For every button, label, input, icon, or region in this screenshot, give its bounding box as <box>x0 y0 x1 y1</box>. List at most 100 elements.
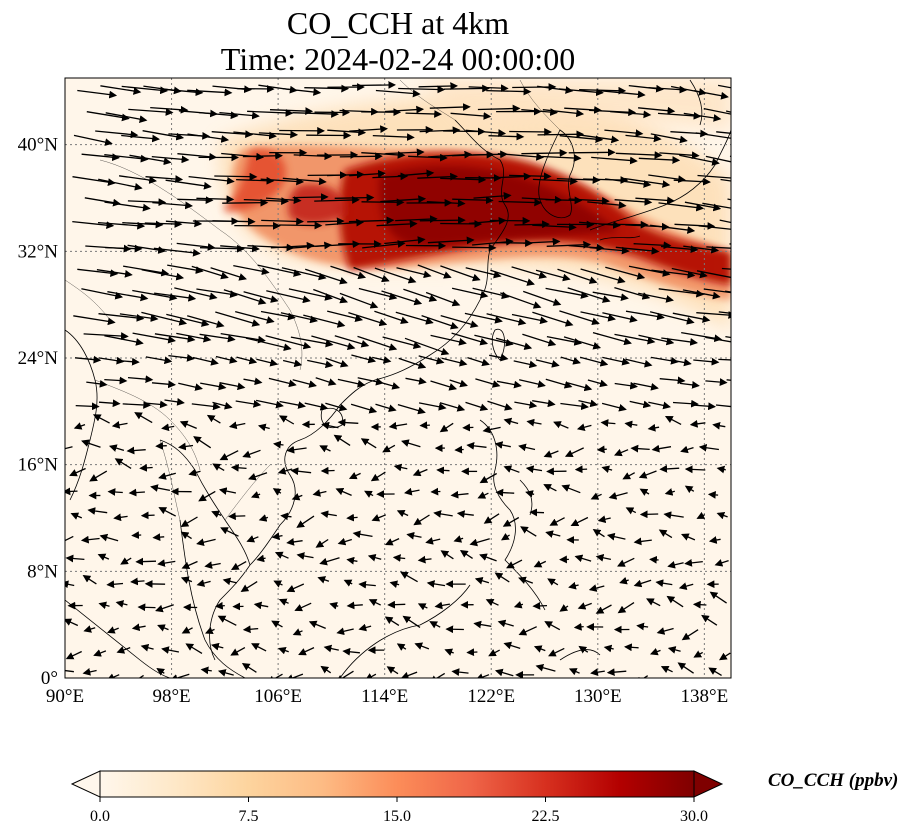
wind-arrow <box>228 512 246 521</box>
wind-arrow <box>181 560 198 569</box>
wind-arrow <box>336 627 354 636</box>
wind-arrow <box>367 553 382 562</box>
wind-arrow <box>717 84 731 89</box>
wind-arrow <box>384 105 425 114</box>
wind-arrow <box>464 312 503 324</box>
wind-arrow <box>150 105 189 114</box>
wind-arrow <box>217 669 234 677</box>
wind-arrow <box>636 622 649 631</box>
wind-arrow <box>679 154 720 166</box>
wind-arrow <box>649 311 695 325</box>
wind-arrow <box>546 335 583 346</box>
wind-arrow <box>419 421 430 430</box>
wind-arrow <box>396 510 409 518</box>
wind-arrow <box>140 511 155 520</box>
wind-arrow <box>311 335 356 351</box>
wind-arrow <box>243 377 263 386</box>
wind-arrow <box>674 222 716 230</box>
wind-arrow <box>695 132 731 139</box>
longitude-tick-label: 98°E <box>152 686 190 707</box>
wind-arrow <box>672 312 711 323</box>
wind-arrow <box>144 220 183 228</box>
wind-arrow <box>513 601 524 609</box>
wind-arrow <box>346 601 363 610</box>
wind-arrow <box>65 554 85 563</box>
wind-arrow <box>106 626 119 634</box>
wind-arrow <box>650 356 679 365</box>
wind-arrow <box>134 412 153 424</box>
wind-arrow <box>74 355 102 364</box>
wind-arrow <box>696 311 731 319</box>
wind-arrow <box>240 581 258 592</box>
wind-arrow <box>65 535 74 542</box>
wind-arrow <box>236 356 258 365</box>
wind-arrow <box>230 647 246 656</box>
wind-arrow <box>211 130 254 139</box>
wind-arrow <box>196 579 211 587</box>
wind-arrow <box>583 176 629 184</box>
colorbar-ticks: 0.0 7.5 15.0 22.5 30.0 <box>90 797 708 825</box>
wind-arrow <box>220 527 239 537</box>
wind-arrow <box>266 290 311 304</box>
wind-arrow <box>285 673 304 678</box>
wind-arrow <box>72 220 115 230</box>
wind-arrow <box>164 397 185 406</box>
wind-arrow <box>708 536 721 544</box>
wind-arrow <box>235 310 275 324</box>
wind-arrow <box>614 333 656 345</box>
wind-arrow <box>681 629 699 641</box>
wind-arrow <box>542 109 585 118</box>
wind-arrow <box>660 245 699 254</box>
wind-arrow <box>294 602 312 612</box>
wind-arrow <box>304 268 348 285</box>
wind-arrow <box>494 668 514 677</box>
wind-arrow <box>486 313 527 326</box>
wind-arrow <box>479 553 497 562</box>
wind-arrow <box>393 463 408 472</box>
wind-arrow <box>430 380 458 391</box>
wind-arrow <box>192 356 219 366</box>
wind-arrow <box>241 662 257 673</box>
wind-arrow <box>638 334 675 346</box>
wind-arrow <box>509 128 552 136</box>
wind-arrow <box>718 358 731 361</box>
wind-arrow <box>488 649 501 657</box>
wind-arrow <box>590 492 602 500</box>
wind-arrow <box>543 484 557 492</box>
wind-arrow <box>698 225 731 230</box>
wind-arrow <box>466 648 478 657</box>
wind-arrow <box>181 626 193 634</box>
wind-arrow <box>113 513 128 522</box>
wind-arrow <box>603 644 614 653</box>
wind-arrow <box>614 381 638 390</box>
wind-arrow <box>625 310 665 321</box>
wind-arrow <box>145 175 184 183</box>
wind-arrow <box>222 577 238 586</box>
wind-arrow <box>436 466 450 475</box>
wind-arrow <box>639 488 650 496</box>
wind-arrow <box>255 399 284 409</box>
colorbar-tick-label: 22.5 <box>532 808 560 825</box>
wind-arrow <box>176 332 212 343</box>
wind-arrow <box>693 90 729 100</box>
wind-arrow <box>119 313 159 322</box>
wind-arrow <box>417 603 428 611</box>
colorbar-label: CO_CCH (ppbv) <box>768 770 899 791</box>
wind-arrow <box>179 420 197 430</box>
wind-arrow <box>200 382 227 391</box>
wind-arrow <box>657 111 702 120</box>
wind-arrow <box>443 84 490 93</box>
wind-arrow <box>65 487 78 496</box>
wind-arrow <box>613 448 629 457</box>
wind-arrow <box>235 400 262 408</box>
wind-arrow <box>69 467 86 477</box>
wind-arrow <box>659 376 686 385</box>
wind-arrow <box>122 401 152 409</box>
wind-arrow <box>178 382 203 391</box>
wind-arrow <box>314 196 360 204</box>
wind-arrow <box>580 268 626 284</box>
wind-arrow <box>65 650 82 660</box>
wind-arrow <box>140 643 154 652</box>
wind-arrow <box>604 129 644 137</box>
wind-arrow <box>100 85 142 95</box>
